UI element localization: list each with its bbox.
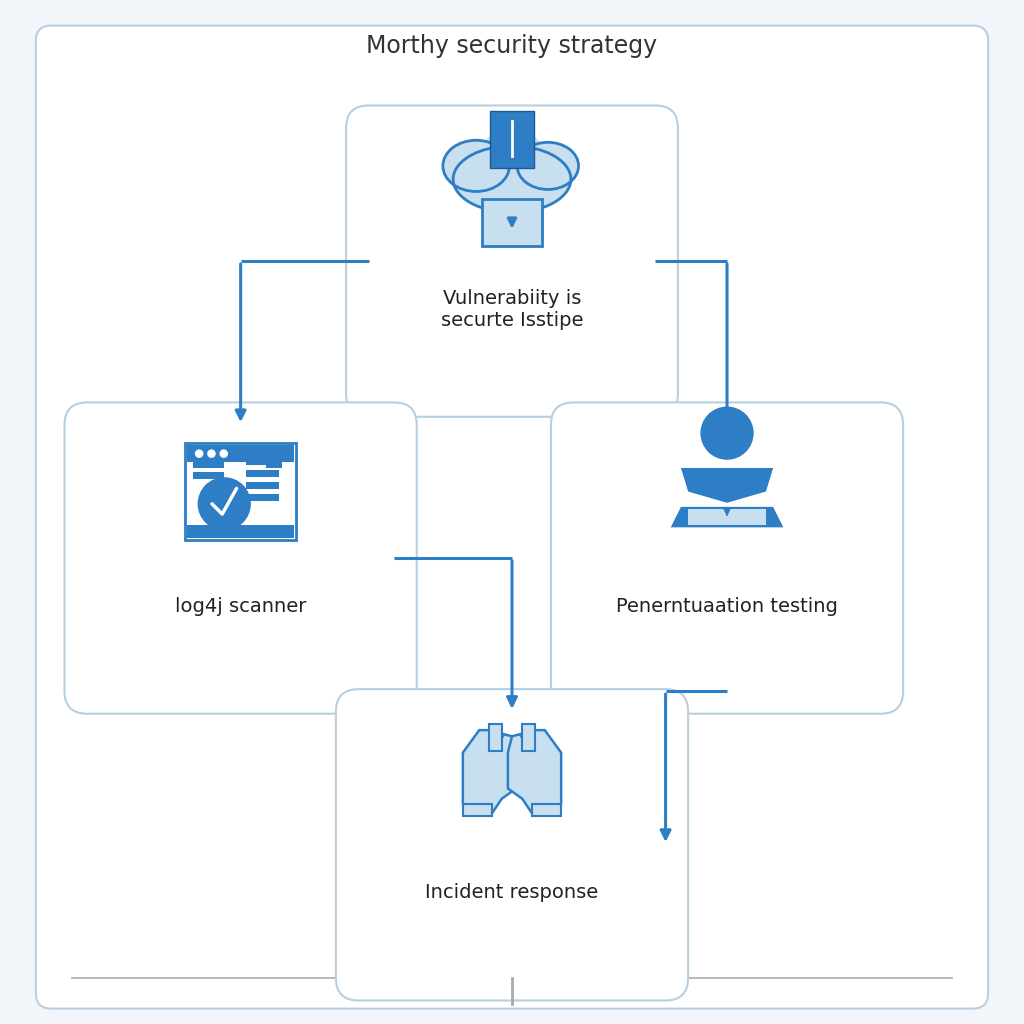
FancyBboxPatch shape [336, 689, 688, 1000]
Ellipse shape [453, 145, 571, 212]
Text: log4j scanner: log4j scanner [175, 597, 306, 615]
Polygon shape [463, 730, 516, 814]
Bar [186, 445, 295, 462]
Circle shape [220, 451, 227, 457]
Text: Vulnerabiity is
securte Isstipe: Vulnerabiity is securte Isstipe [440, 289, 584, 330]
Text: Morthy security strategy: Morthy security strategy [367, 34, 657, 58]
Bar [246, 469, 279, 476]
Bar [186, 525, 295, 538]
Circle shape [208, 451, 215, 457]
FancyBboxPatch shape [481, 199, 543, 246]
Text: Penerntuaation testing: Penerntuaation testing [616, 597, 838, 615]
FancyBboxPatch shape [490, 111, 534, 168]
Polygon shape [681, 468, 773, 503]
Bar [266, 452, 282, 468]
Bar [193, 459, 223, 468]
Bar [532, 804, 561, 816]
Bar [246, 481, 279, 488]
Bar [463, 804, 492, 816]
FancyBboxPatch shape [184, 443, 297, 540]
Polygon shape [522, 724, 535, 751]
Ellipse shape [442, 140, 509, 191]
Circle shape [700, 407, 754, 460]
Circle shape [196, 451, 203, 457]
Polygon shape [671, 507, 783, 527]
Bar [246, 494, 279, 501]
Circle shape [198, 477, 251, 530]
FancyBboxPatch shape [346, 105, 678, 417]
FancyBboxPatch shape [65, 402, 417, 714]
Ellipse shape [517, 142, 579, 189]
Bar [246, 456, 279, 465]
Text: Incident response: Incident response [425, 884, 599, 902]
Polygon shape [489, 724, 502, 751]
Polygon shape [508, 730, 561, 814]
FancyBboxPatch shape [36, 26, 988, 1009]
Bar [688, 509, 766, 525]
Ellipse shape [481, 130, 543, 177]
FancyBboxPatch shape [551, 402, 903, 714]
Bar [193, 472, 223, 479]
